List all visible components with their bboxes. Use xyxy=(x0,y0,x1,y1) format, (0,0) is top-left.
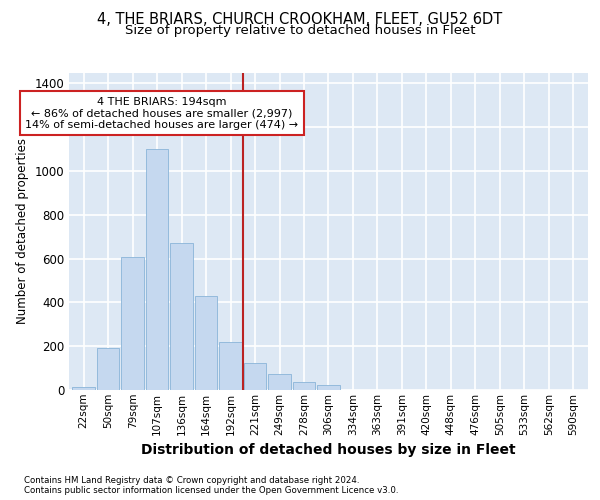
Text: Contains HM Land Registry data © Crown copyright and database right 2024.: Contains HM Land Registry data © Crown c… xyxy=(24,476,359,485)
Bar xyxy=(146,149,169,390)
Y-axis label: Number of detached properties: Number of detached properties xyxy=(16,138,29,324)
Bar xyxy=(170,244,193,390)
Bar xyxy=(97,348,119,390)
X-axis label: Distribution of detached houses by size in Fleet: Distribution of detached houses by size … xyxy=(141,443,516,457)
Bar xyxy=(121,257,144,390)
Bar xyxy=(73,386,95,390)
Bar xyxy=(244,362,266,390)
Bar xyxy=(195,296,217,390)
Text: Contains public sector information licensed under the Open Government Licence v3: Contains public sector information licen… xyxy=(24,486,398,495)
Bar xyxy=(220,342,242,390)
Text: 4, THE BRIARS, CHURCH CROOKHAM, FLEET, GU52 6DT: 4, THE BRIARS, CHURCH CROOKHAM, FLEET, G… xyxy=(97,12,503,28)
Bar xyxy=(268,374,291,390)
Text: 4 THE BRIARS: 194sqm
← 86% of detached houses are smaller (2,997)
14% of semi-de: 4 THE BRIARS: 194sqm ← 86% of detached h… xyxy=(25,96,299,130)
Text: Size of property relative to detached houses in Fleet: Size of property relative to detached ho… xyxy=(125,24,475,37)
Bar xyxy=(293,382,315,390)
Bar xyxy=(317,384,340,390)
